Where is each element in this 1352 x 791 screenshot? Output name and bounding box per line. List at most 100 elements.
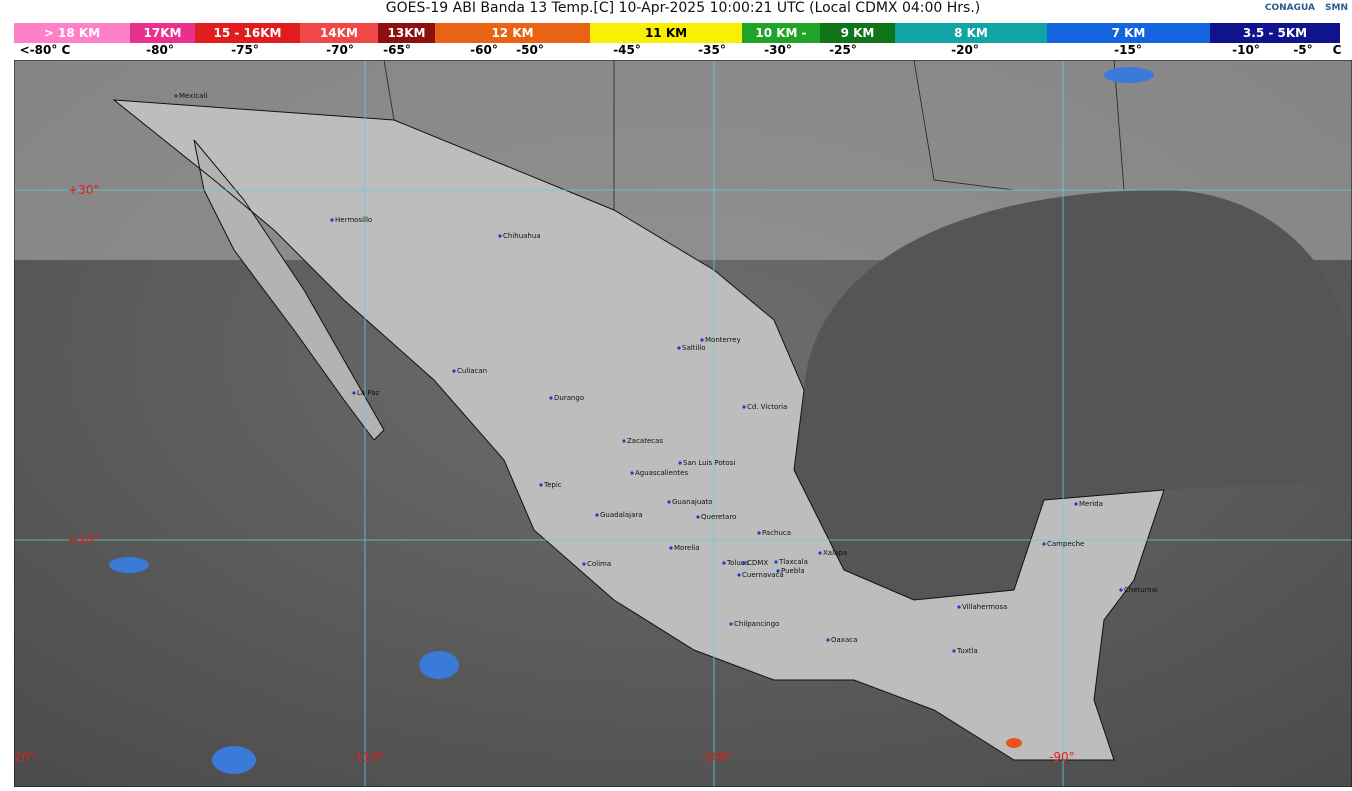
city-label: Villahermosa: [962, 603, 1007, 611]
city-label: Campeche: [1047, 540, 1084, 548]
city-label: Puebla: [781, 567, 805, 575]
baja-california: [193, 139, 385, 441]
coastline: [112, 99, 1165, 761]
legend-temperature: -70°: [326, 43, 354, 57]
legend-temperature: -25°: [829, 43, 857, 57]
legend-band: 17KM: [130, 23, 195, 43]
city-marker: [776, 569, 780, 573]
city-label: Guanajuato: [672, 498, 713, 506]
storm-core: [1006, 738, 1022, 748]
legend-band: 9 KM: [820, 23, 895, 43]
legend-temperature: -30°: [764, 43, 792, 57]
legend-temperature: -75°: [231, 43, 259, 57]
logo: SMN: [1325, 3, 1348, 13]
city-label: Cuernavaca: [742, 571, 784, 579]
city-marker: [1119, 588, 1123, 592]
city-label: Toluca: [726, 559, 749, 567]
city-marker: [622, 439, 626, 443]
longitude-label: -90°: [1049, 750, 1075, 764]
city-label: Tlaxcala: [778, 558, 808, 566]
city-marker: [826, 638, 830, 642]
legend-temperature: -20°: [951, 43, 979, 57]
city-label: Saltillo: [682, 344, 706, 352]
city-label: Chihuahua: [503, 232, 541, 240]
city-label: San Luis Potosi: [683, 459, 735, 467]
city-marker: [549, 396, 553, 400]
city-marker: [774, 560, 778, 564]
city-marker: [1042, 542, 1046, 546]
title: GOES-19 ABI Banda 13 Temp.[C] 10-Apr-202…: [385, 0, 981, 16]
legend-temperature: -80°: [146, 43, 174, 57]
satellite-map: +30° +20° -120° -110° -100° -90° Mexicali Hermo…: [14, 60, 1352, 787]
city-marker: [957, 605, 961, 609]
city-label: Chilpancingo: [734, 620, 779, 628]
legend-temperature: -10°: [1232, 43, 1260, 57]
city-label: Pachuca: [762, 529, 791, 537]
city-marker: [952, 649, 956, 653]
city-label: Oaxaca: [831, 636, 857, 644]
city-label: Hermosillo: [335, 216, 372, 224]
city-marker: [539, 483, 543, 487]
city-label: Queretaro: [701, 513, 736, 521]
city-marker: [498, 234, 502, 238]
legend-temperatures: <-80° C -80° -75° -70° -65° -60° -50° -45° -35° -…: [0, 43, 1352, 59]
city-label: Cd. Victoria: [747, 403, 787, 411]
city-label: CDMX: [747, 559, 768, 567]
gulf-of-mexico: [794, 190, 1352, 600]
city-marker: [667, 500, 671, 504]
city-marker: [678, 461, 682, 465]
legend-band: 7 KM: [1047, 23, 1210, 43]
legend-temperature: -15°: [1114, 43, 1142, 57]
city-label: Chetumal: [1124, 586, 1158, 594]
city-label: Culiacan: [457, 367, 487, 375]
longitude-label: -120°: [14, 750, 35, 764]
legend-band: 12 KM: [435, 23, 590, 43]
graticule: [14, 60, 1352, 787]
city-marker: [818, 551, 822, 555]
legend-temperature: C: [1332, 43, 1342, 57]
city-marker: [1074, 502, 1078, 506]
storm-clouds: [109, 67, 1154, 774]
latitude-label: +30°: [68, 183, 99, 197]
city-marker: [700, 338, 704, 342]
legend-band: 11 KM: [590, 23, 742, 43]
legend-temperature: -35°: [698, 43, 726, 57]
latitude-label: +20°: [68, 533, 99, 547]
city-marker: [174, 94, 178, 98]
city-label: Monterrey: [705, 336, 741, 344]
city-marker: [742, 561, 746, 565]
city-marker: [729, 622, 733, 626]
city-marker: [595, 513, 599, 517]
city-marker: [352, 391, 356, 395]
legend-temperature: -60°: [470, 43, 498, 57]
city-label: Mexicali: [179, 92, 207, 100]
city-label: Xalapa: [823, 549, 847, 557]
city-marker: [452, 369, 456, 373]
legend-temperature: <-80° C: [19, 43, 71, 57]
city-marker: [330, 218, 334, 222]
city-marker: [630, 471, 634, 475]
logos: CONAGUA SMN: [1265, 3, 1348, 13]
longitude-label: -100°: [700, 750, 733, 764]
city-marker: [677, 346, 681, 350]
logo: CONAGUA: [1264, 3, 1316, 13]
legend-temperature: -65°: [383, 43, 411, 57]
legend-bands: > 18 KM 17KM 15 - 16KM 14KM 13KM 12 KM 11 KM 10…: [14, 23, 1340, 43]
legend-temperature: -45°: [613, 43, 641, 57]
city-label: Aguascalientes: [635, 469, 688, 477]
legend-temperature: -5°: [1293, 43, 1313, 57]
city-label: Tuxtla: [956, 647, 978, 655]
city-label: Zacatecas: [627, 437, 663, 445]
legend-band: > 18 KM: [14, 23, 130, 43]
legend-band: 3.5 - 5KM: [1210, 23, 1340, 43]
city-marker: [722, 561, 726, 565]
legend-band: 10 KM -: [742, 23, 820, 43]
city-marker: [669, 546, 673, 550]
borders: [383, 60, 1125, 210]
longitude-label: -110°: [351, 750, 384, 764]
city-marker: [757, 531, 761, 535]
city-marker: [737, 573, 741, 577]
city-label: Durango: [554, 394, 584, 402]
legend-band: 14KM: [300, 23, 378, 43]
